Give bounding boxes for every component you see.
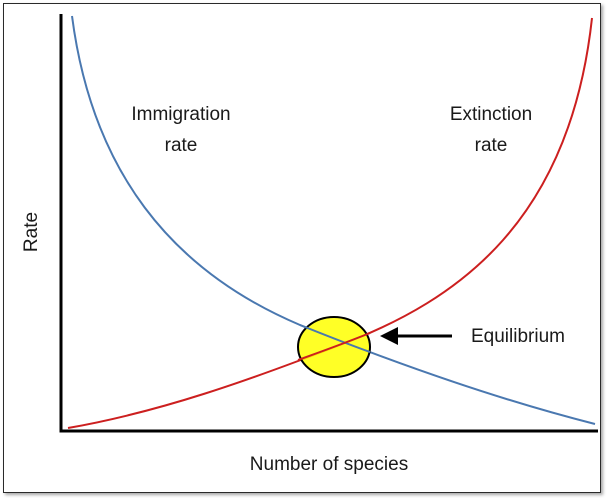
immigration-label-line2: rate — [165, 135, 198, 156]
immigration-curve — [71, 15, 596, 425]
figure-frame — [3, 3, 601, 493]
immigration-curve-overlay — [299, 324, 371, 353]
extinction-label-line2: rate — [475, 135, 508, 156]
x-axis-label: Number of species — [250, 454, 408, 475]
extinction-label-line1: Extinction — [450, 104, 532, 125]
immigration-label-line1: Immigration — [131, 104, 230, 125]
y-axis-label: Rate — [21, 212, 42, 252]
extinction-curve-overlay — [297, 332, 371, 361]
arrow-head-icon — [380, 327, 398, 345]
equilibrium-label: Equilibrium — [471, 326, 565, 347]
